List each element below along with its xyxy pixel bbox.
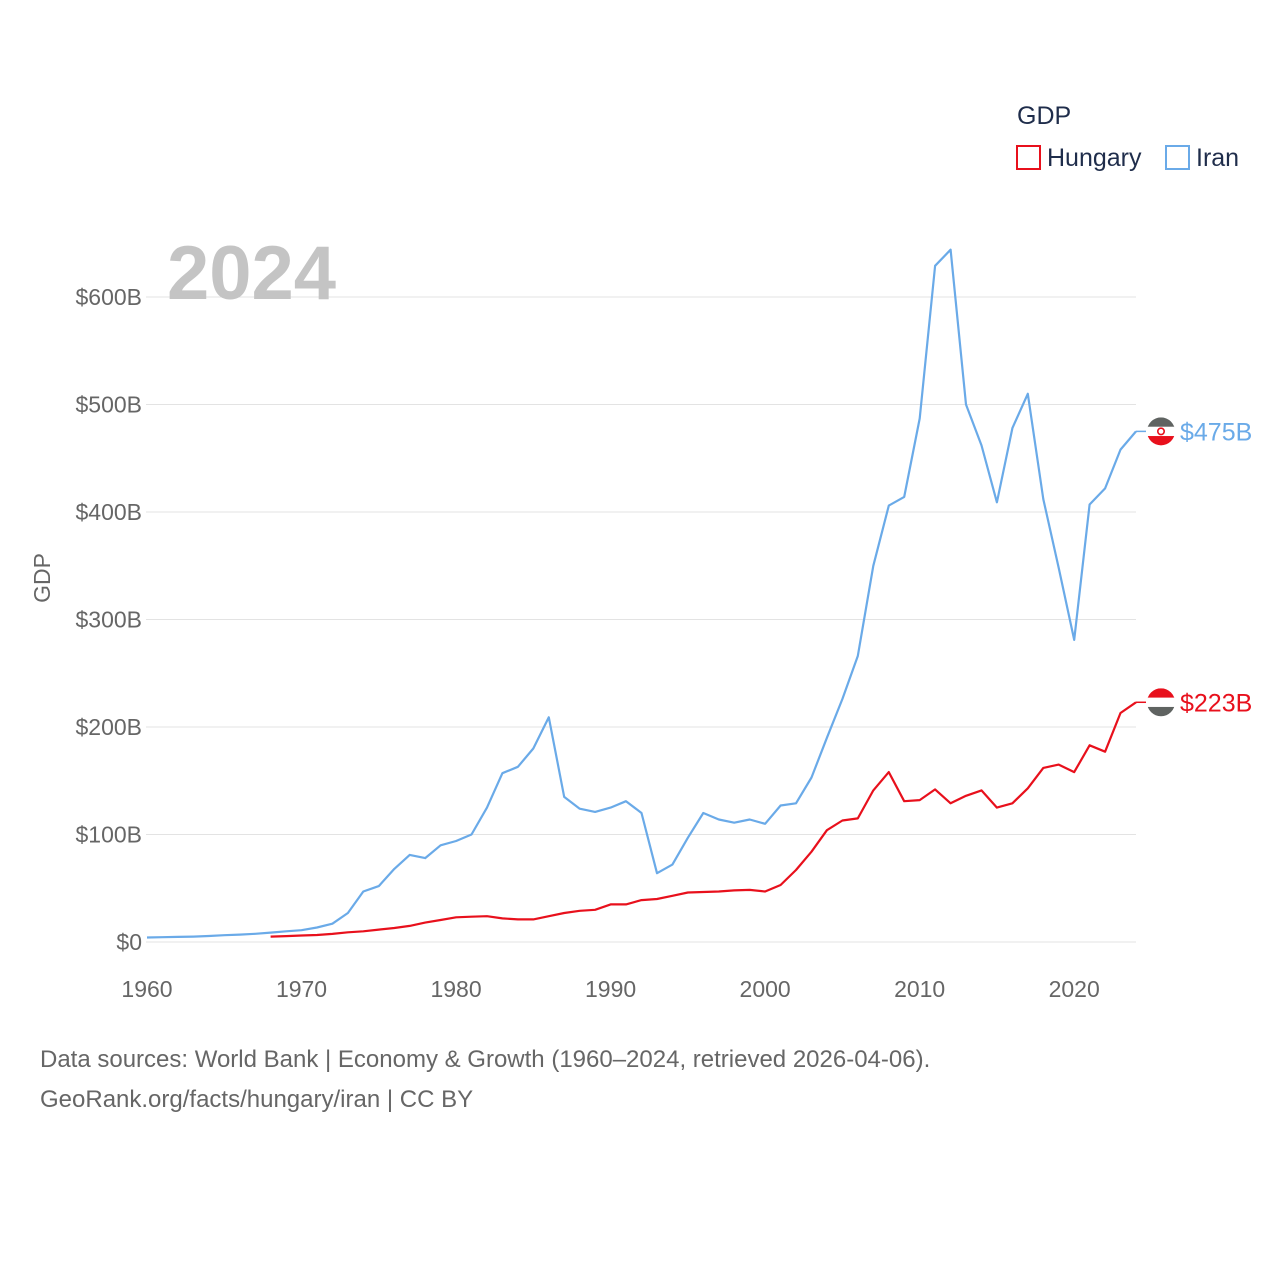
end-value-label-hungary: $223B	[1180, 689, 1252, 717]
y-axis-ticks: $0 $100B $200B $300B $400B $500B $600B	[75, 284, 142, 955]
y-tick-label: $0	[116, 929, 142, 955]
legend-swatch-hungary	[1016, 145, 1041, 170]
y-tick-label: $100B	[75, 822, 142, 848]
x-tick-label: 1960	[121, 976, 172, 1002]
series-lines	[146, 248, 1137, 939]
x-axis-ticks: 1960 1970 1980 1990 2000 2010 2020	[121, 976, 1099, 1002]
gridlines	[146, 296, 1136, 943]
legend-label-hungary: Hungary	[1047, 144, 1142, 172]
year-watermark: 2024	[167, 231, 336, 316]
y-tick-label: $600B	[75, 284, 142, 310]
iran-flag-icon	[1147, 417, 1175, 446]
end-value-label-iran: $475B	[1180, 418, 1252, 446]
x-tick-label: 2010	[894, 976, 945, 1002]
x-tick-label: 2000	[740, 976, 791, 1002]
legend-item-iran[interactable]: Iran	[1165, 144, 1239, 172]
y-tick-label: $500B	[75, 392, 142, 418]
legend-item-hungary[interactable]: Hungary	[1016, 144, 1142, 172]
footer-attribution: GeoRank.org/facts/hungary/iran | CC BY	[40, 1086, 474, 1113]
legend-label-iran: Iran	[1196, 144, 1239, 172]
hungary-flag-icon	[1147, 688, 1175, 717]
legend-title: GDP	[1017, 102, 1071, 130]
y-tick-label: $400B	[75, 499, 142, 525]
footer: Data sources: World Bank | Economy & Gro…	[40, 1040, 930, 1120]
x-tick-label: 1990	[585, 976, 636, 1002]
end-labels: $223B $475B	[1136, 417, 1252, 717]
x-tick-label: 2020	[1049, 976, 1100, 1002]
series-line-hungary	[270, 701, 1137, 938]
x-tick-label: 1980	[430, 976, 481, 1002]
y-axis-label: GDP	[29, 553, 55, 603]
legend-swatch-iran	[1165, 145, 1190, 170]
legend: GDP Hungary Iran	[1016, 102, 1239, 172]
y-tick-label: $200B	[75, 714, 142, 740]
series-line-iran	[146, 248, 1137, 939]
footer-sources: Data sources: World Bank | Economy & Gro…	[40, 1046, 931, 1073]
x-tick-label: 1970	[276, 976, 327, 1002]
y-tick-label: $300B	[75, 607, 142, 633]
